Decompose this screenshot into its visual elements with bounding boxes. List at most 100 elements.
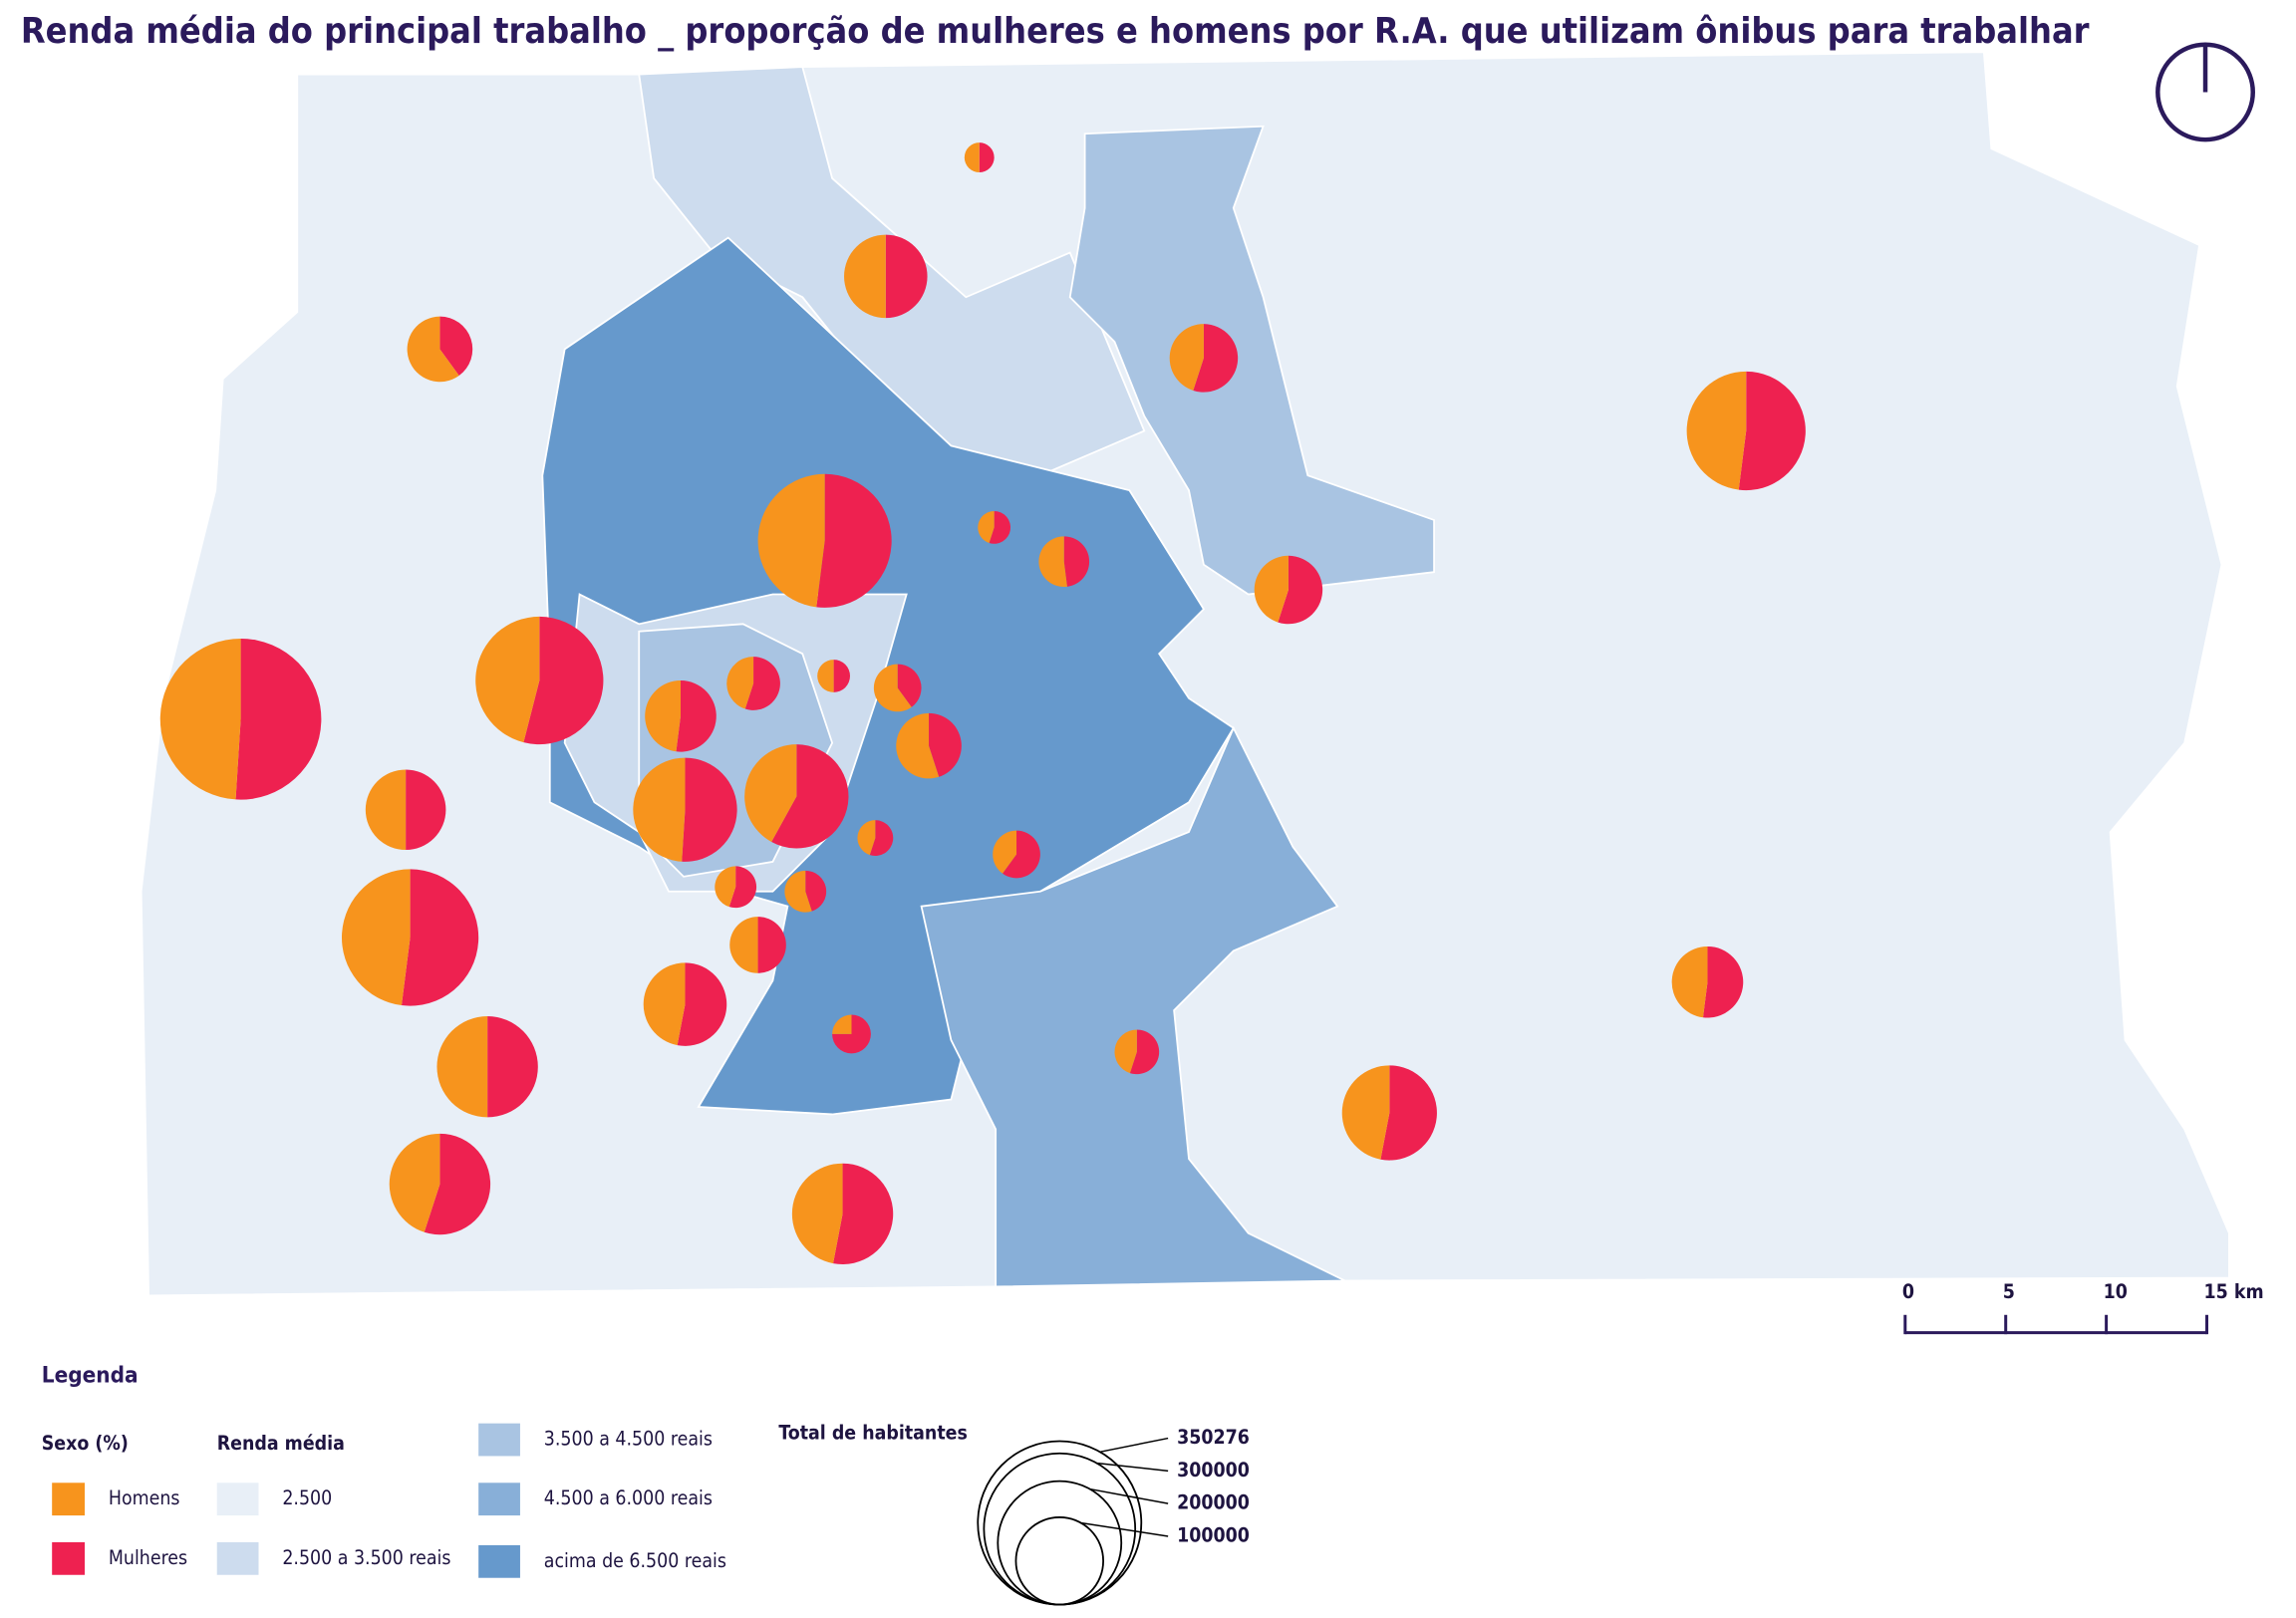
pie-mulheres bbox=[523, 616, 604, 745]
pie-homens bbox=[341, 869, 411, 1006]
pie-homens bbox=[744, 744, 797, 843]
total-title: Total de habitantes bbox=[778, 1422, 967, 1445]
pie bbox=[729, 917, 786, 973]
pie-mulheres bbox=[401, 869, 479, 1006]
pie-mulheres bbox=[833, 660, 850, 692]
pie-homens bbox=[407, 316, 459, 383]
map-title: Renda média do principal trabalho _ prop… bbox=[21, 11, 2090, 52]
pie-homens bbox=[729, 917, 758, 973]
pie bbox=[341, 869, 479, 1006]
north-arrow bbox=[2155, 42, 2255, 142]
size-circle bbox=[983, 1452, 1137, 1606]
pie-homens bbox=[645, 680, 681, 752]
swatch bbox=[478, 1423, 520, 1457]
pie-mulheres bbox=[1193, 324, 1239, 393]
scale-label: 5 bbox=[2003, 1280, 2015, 1303]
pie-mulheres bbox=[1278, 555, 1323, 625]
pie-mulheres bbox=[869, 820, 894, 856]
pie-homens bbox=[365, 769, 407, 851]
pie-homens bbox=[643, 962, 686, 1046]
pie-mulheres bbox=[439, 316, 473, 376]
pie-mulheres bbox=[1738, 371, 1806, 491]
pie-homens bbox=[475, 616, 540, 743]
size-label: 200000 bbox=[1177, 1491, 1250, 1514]
pie-homens bbox=[857, 820, 876, 856]
pie bbox=[873, 664, 922, 712]
legend-label: Mulheres bbox=[109, 1546, 187, 1569]
renda-title: Renda média bbox=[217, 1432, 345, 1455]
legend-label: 2.500 a 3.500 reais bbox=[282, 1546, 450, 1569]
pie bbox=[1114, 1029, 1160, 1075]
pie bbox=[993, 830, 1040, 879]
pie-homens bbox=[633, 757, 686, 862]
pie bbox=[475, 616, 604, 745]
pie bbox=[791, 1163, 894, 1265]
pie-homens bbox=[817, 660, 834, 692]
pie bbox=[757, 473, 892, 608]
pie-mulheres bbox=[979, 142, 995, 173]
pie-mulheres bbox=[744, 657, 780, 710]
scale-label: 15 km bbox=[2204, 1280, 2264, 1303]
pie-homens bbox=[1671, 945, 1708, 1018]
pie-mulheres bbox=[832, 1014, 871, 1054]
size-leader bbox=[1090, 1487, 1169, 1504]
pie-homens bbox=[1169, 324, 1204, 391]
legend-label: Homens bbox=[109, 1486, 180, 1509]
legend-label: 4.500 a 6.000 reais bbox=[544, 1486, 713, 1509]
swatch bbox=[478, 1483, 520, 1516]
pie-homens bbox=[964, 142, 980, 173]
size-leader bbox=[1081, 1521, 1169, 1537]
scale-label: 10 bbox=[2104, 1280, 2128, 1303]
pie-homens bbox=[978, 511, 995, 544]
pie bbox=[633, 757, 737, 862]
swatch bbox=[216, 1483, 259, 1516]
pie-homens bbox=[389, 1133, 440, 1232]
pie-mulheres bbox=[1702, 945, 1744, 1018]
pie-mulheres bbox=[805, 870, 827, 912]
legend-label: 2.500 bbox=[282, 1486, 332, 1509]
sexo-title: Sexo (%) bbox=[42, 1432, 129, 1455]
pie-mulheres bbox=[833, 1163, 894, 1265]
pie-mulheres bbox=[1063, 536, 1090, 587]
pie-mulheres bbox=[989, 511, 1011, 544]
region bbox=[1068, 125, 1435, 596]
pie bbox=[978, 511, 1011, 544]
pie bbox=[1686, 371, 1806, 491]
size-leader bbox=[1100, 1437, 1169, 1453]
pie-mulheres bbox=[728, 866, 757, 909]
pie-homens bbox=[726, 657, 754, 709]
legend-title: Legenda bbox=[42, 1362, 139, 1388]
pie-mulheres bbox=[235, 638, 322, 800]
size-circle bbox=[1014, 1516, 1104, 1606]
pie bbox=[715, 866, 757, 909]
pie-mulheres bbox=[816, 473, 892, 608]
pie-mulheres bbox=[897, 664, 922, 707]
pie bbox=[645, 680, 717, 752]
region bbox=[920, 725, 1345, 1288]
pie bbox=[1341, 1065, 1437, 1161]
pie-mulheres bbox=[885, 234, 928, 319]
pie bbox=[1038, 536, 1090, 588]
pie bbox=[896, 712, 962, 779]
pie-mulheres bbox=[929, 712, 962, 777]
pie bbox=[1254, 555, 1323, 625]
pie-mulheres bbox=[1003, 830, 1040, 879]
legend: Legenda Sexo (%) Renda média Total de ha… bbox=[42, 1362, 1250, 1606]
pie bbox=[857, 820, 894, 856]
pie-mulheres bbox=[406, 769, 446, 851]
swatch bbox=[52, 1541, 86, 1575]
pie bbox=[726, 657, 780, 710]
pie-mulheres bbox=[1380, 1065, 1437, 1161]
pie-mulheres bbox=[771, 744, 849, 849]
swatch bbox=[478, 1544, 520, 1578]
legend-label: 3.500 a 4.500 reais bbox=[544, 1428, 713, 1451]
legend-label: acima de 6.500 reais bbox=[544, 1549, 726, 1572]
pie-mulheres bbox=[682, 757, 737, 862]
pie bbox=[817, 660, 850, 692]
pie-homens bbox=[1114, 1029, 1137, 1074]
pie-homens bbox=[1038, 536, 1067, 588]
size-label: 300000 bbox=[1177, 1459, 1250, 1482]
pie-homens bbox=[873, 664, 912, 712]
pies bbox=[159, 142, 1806, 1265]
pie bbox=[744, 744, 849, 849]
